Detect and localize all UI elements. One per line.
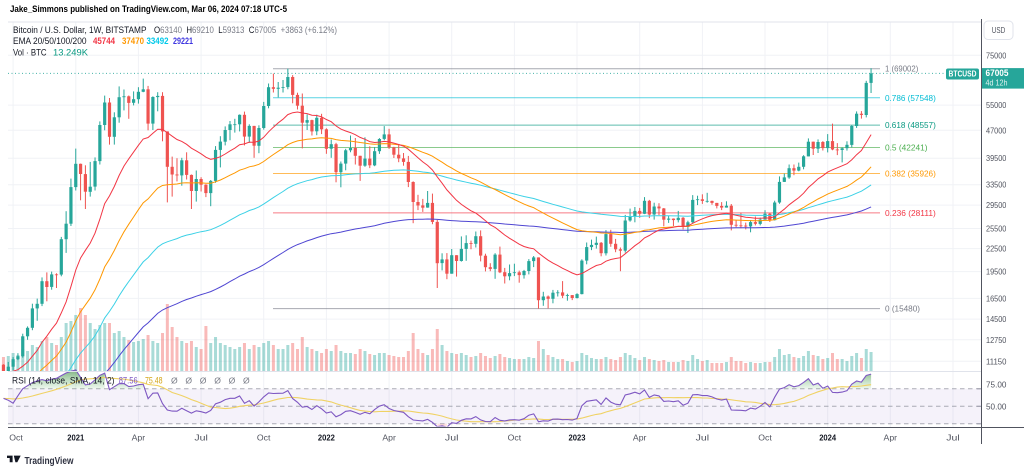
svg-text:29500: 29500 (986, 201, 1007, 210)
svg-text:Jake_Simmons published on Trad: Jake_Simmons published on TradingView.co… (10, 3, 287, 14)
svg-text:19500: 19500 (986, 268, 1007, 277)
svg-text:Apr: Apr (382, 433, 396, 443)
svg-text:Apr: Apr (132, 433, 146, 443)
svg-text:25500: 25500 (986, 225, 1007, 234)
svg-text:55000: 55000 (986, 101, 1007, 110)
svg-text:Bitcoin / U.S. Dollar, 1W, BIT: Bitcoin / U.S. Dollar, 1W, BITSTAMP (13, 25, 147, 35)
svg-text:47000: 47000 (986, 126, 1007, 135)
svg-text:13.249K: 13.249K (53, 47, 88, 57)
svg-text:Ø: Ø (185, 375, 192, 385)
svg-text:1 (69002): 1 (69002) (885, 64, 918, 74)
svg-text:Oct: Oct (9, 433, 23, 443)
svg-text:33500: 33500 (986, 181, 1007, 190)
svg-text:Ø: Ø (243, 375, 250, 385)
svg-text:Ø: Ø (171, 375, 178, 385)
svg-text:0.5 (42241): 0.5 (42241) (885, 143, 928, 153)
svg-text:2021: 2021 (67, 433, 84, 443)
svg-text:RSI (14, close, SMA, 14, 2): RSI (14, close, SMA, 14, 2) (12, 375, 115, 385)
svg-text:2024: 2024 (819, 433, 836, 443)
svg-text:29221: 29221 (173, 36, 193, 46)
svg-text:Apr: Apr (884, 433, 898, 443)
svg-text:Jul: Jul (946, 433, 960, 443)
svg-text:Ø: Ø (200, 375, 207, 385)
svg-text:EMA 20/50/100/200: EMA 20/50/100/200 (13, 36, 87, 46)
svg-text:0.382 (35926): 0.382 (35926) (885, 169, 936, 179)
svg-text:2023: 2023 (569, 433, 586, 443)
svg-text:USD: USD (992, 26, 1006, 35)
svg-text:Jul: Jul (194, 433, 208, 443)
svg-text:0.786 (57548): 0.786 (57548) (885, 93, 936, 103)
svg-text:39500: 39500 (986, 154, 1007, 163)
svg-text:67005: 67005 (986, 68, 1009, 78)
svg-text:Jul: Jul (696, 433, 710, 443)
svg-text:Apr: Apr (633, 433, 647, 443)
svg-text:50.00: 50.00 (986, 402, 1007, 411)
svg-text:0.618 (48557): 0.618 (48557) (885, 120, 936, 130)
svg-text:Oct: Oct (257, 433, 271, 443)
svg-text:75000: 75000 (986, 51, 1007, 60)
svg-text:2022: 2022 (318, 433, 335, 443)
svg-text:14500: 14500 (986, 315, 1007, 324)
svg-text:75.48: 75.48 (145, 375, 163, 385)
svg-text:75.00: 75.00 (986, 380, 1007, 389)
svg-text:BTCUSD: BTCUSD (949, 70, 977, 79)
svg-text:0.236 (28111): 0.236 (28111) (885, 208, 936, 218)
svg-text:45744: 45744 (93, 36, 115, 46)
svg-text:12750: 12750 (986, 336, 1007, 345)
svg-text:0 (15480): 0 (15480) (885, 304, 920, 314)
svg-text:11150: 11150 (986, 357, 1007, 366)
svg-text:O63140 H69210 L59313 C67005: O63140 H69210 L59313 C67005 +3863 (+6.12… (154, 25, 337, 35)
svg-text:Oct: Oct (758, 433, 772, 443)
svg-text:16500: 16500 (986, 294, 1007, 303)
svg-text:Oct: Oct (508, 433, 522, 443)
svg-text:87.56: 87.56 (119, 375, 138, 385)
svg-text:TradingView: TradingView (25, 456, 74, 467)
svg-text:Ø: Ø (229, 375, 236, 385)
svg-text:4d 12h: 4d 12h (986, 79, 1008, 88)
svg-text:37470: 37470 (122, 36, 144, 46)
svg-text:Ø: Ø (214, 375, 221, 385)
svg-text:Jul: Jul (445, 433, 459, 443)
svg-text:33492: 33492 (147, 36, 169, 46)
svg-text:Vol · BTC: Vol · BTC (13, 47, 47, 57)
svg-text:22500: 22500 (986, 245, 1007, 254)
